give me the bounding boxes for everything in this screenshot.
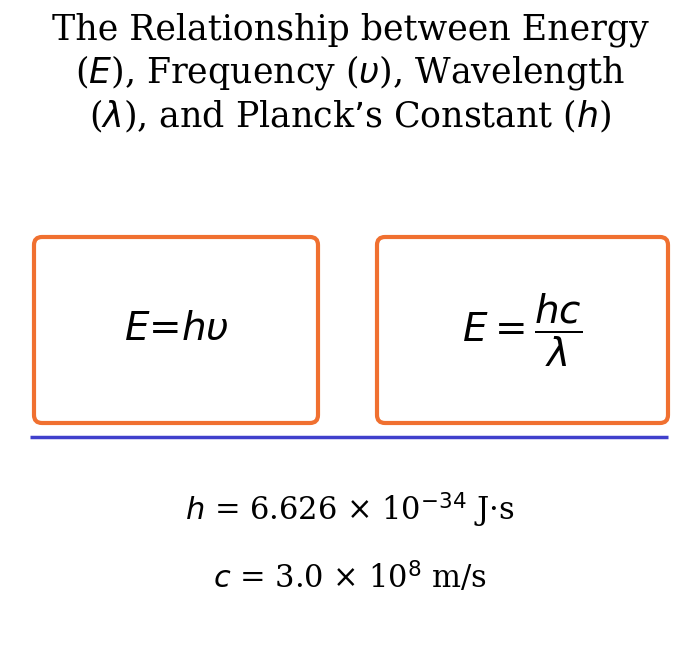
Text: ($\lambda$), and Planck’s Constant ($h$): ($\lambda$), and Planck’s Constant ($h$): [89, 97, 611, 135]
FancyBboxPatch shape: [377, 237, 668, 423]
Text: The Relationship between Energy: The Relationship between Energy: [52, 13, 648, 47]
Text: ($E$), Frequency ($\upsilon$), Wavelength: ($E$), Frequency ($\upsilon$), Wavelengt…: [75, 54, 625, 92]
Text: $h$ = 6.626 × 10$^{-34}$ J·s: $h$ = 6.626 × 10$^{-34}$ J·s: [186, 490, 514, 530]
Text: $\mathit{E} = \dfrac{\mathit{hc}}{\mathit{\lambda}}$: $\mathit{E} = \dfrac{\mathit{hc}}{\mathi…: [463, 292, 582, 368]
FancyBboxPatch shape: [34, 237, 318, 423]
Text: $E$=$h\upsilon$: $E$=$h\upsilon$: [124, 312, 228, 348]
Text: $c$ = 3.0 × 10$^{8}$ m/s: $c$ = 3.0 × 10$^{8}$ m/s: [213, 561, 487, 596]
